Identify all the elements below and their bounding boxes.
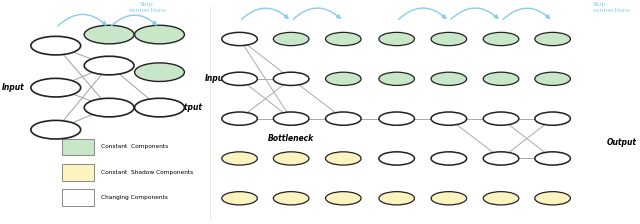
FancyBboxPatch shape: [61, 139, 94, 155]
Circle shape: [483, 32, 519, 46]
Text: Skip-
connections: Skip- connections: [129, 2, 166, 13]
Circle shape: [535, 192, 570, 205]
Circle shape: [379, 192, 415, 205]
Circle shape: [84, 56, 134, 75]
Circle shape: [483, 192, 519, 205]
Circle shape: [273, 192, 309, 205]
Circle shape: [222, 32, 257, 46]
Circle shape: [222, 192, 257, 205]
Text: Output: Output: [173, 103, 202, 112]
Circle shape: [379, 72, 415, 85]
Text: Constant  Shadow Components: Constant Shadow Components: [101, 170, 194, 175]
Circle shape: [134, 98, 184, 117]
Circle shape: [326, 152, 361, 165]
FancyBboxPatch shape: [61, 190, 94, 206]
Circle shape: [326, 112, 361, 125]
Circle shape: [431, 152, 467, 165]
Circle shape: [431, 32, 467, 46]
Circle shape: [431, 72, 467, 85]
Circle shape: [222, 152, 257, 165]
Circle shape: [535, 112, 570, 125]
Circle shape: [483, 152, 519, 165]
Text: Skip-
connections: Skip- connections: [593, 2, 630, 13]
FancyBboxPatch shape: [61, 164, 94, 181]
Text: Bottleneck: Bottleneck: [268, 134, 314, 143]
Circle shape: [326, 32, 361, 46]
Circle shape: [273, 32, 309, 46]
Circle shape: [379, 112, 415, 125]
Text: Input: Input: [1, 83, 24, 92]
Circle shape: [84, 98, 134, 117]
Circle shape: [31, 78, 81, 97]
Circle shape: [273, 72, 309, 85]
Circle shape: [273, 152, 309, 165]
Text: Input: Input: [205, 74, 228, 83]
Circle shape: [134, 63, 184, 82]
Circle shape: [222, 112, 257, 125]
Circle shape: [31, 36, 81, 55]
Circle shape: [379, 32, 415, 46]
Circle shape: [326, 192, 361, 205]
Circle shape: [326, 72, 361, 85]
Circle shape: [273, 112, 309, 125]
Circle shape: [431, 112, 467, 125]
Circle shape: [483, 112, 519, 125]
Circle shape: [483, 72, 519, 85]
Circle shape: [134, 25, 184, 44]
Circle shape: [222, 72, 257, 85]
Circle shape: [535, 32, 570, 46]
Circle shape: [379, 152, 415, 165]
Text: Constant  Components: Constant Components: [101, 144, 169, 149]
Circle shape: [535, 152, 570, 165]
Circle shape: [535, 72, 570, 85]
Text: Output: Output: [607, 138, 637, 147]
Circle shape: [31, 121, 81, 139]
Text: Changing Components: Changing Components: [101, 195, 168, 200]
Circle shape: [84, 25, 134, 44]
Circle shape: [431, 192, 467, 205]
